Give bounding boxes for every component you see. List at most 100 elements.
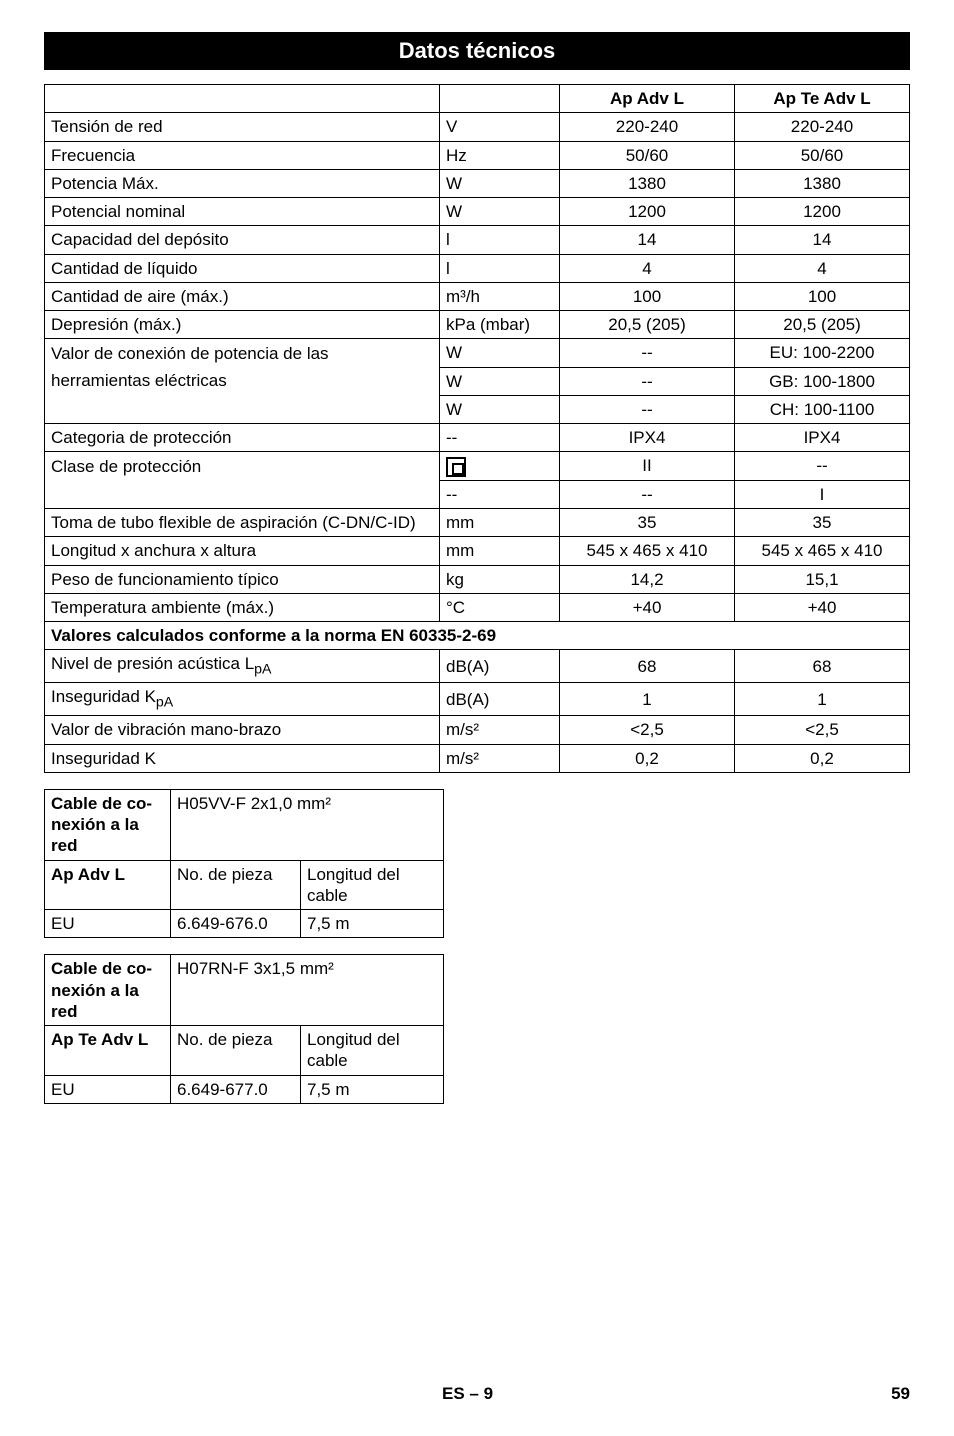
row-unit: W — [440, 367, 560, 395]
table-row: Clase de protección II -- — [45, 452, 910, 481]
row-unit: l — [440, 254, 560, 282]
table-row: Capacidad del depósito l 14 14 — [45, 226, 910, 254]
cable-model: Ap Te Adv L — [45, 1026, 171, 1076]
row-val2: 1 — [735, 683, 910, 716]
table-header-row: Ap Adv L Ap Te Adv L — [45, 85, 910, 113]
header-col2: Ap Te Adv L — [735, 85, 910, 113]
row-val2: 35 — [735, 509, 910, 537]
table-row: Temperatura ambiente (máx.) °C +40 +40 — [45, 593, 910, 621]
row-val1: 100 — [560, 282, 735, 310]
row-unit: mm — [440, 509, 560, 537]
cable-part: 6.649-676.0 — [171, 910, 301, 938]
row-val1: 1200 — [560, 198, 735, 226]
row-label: Potencial nominal — [45, 198, 440, 226]
table-row: EU 6.649-677.0 7,5 m — [45, 1075, 444, 1103]
row-val1: -- — [560, 480, 735, 508]
table-row: Valor de vibración mano-brazo m/s² <2,5 … — [45, 716, 910, 744]
row-label: Valor de vibración mano-brazo — [45, 716, 440, 744]
row-unit: W — [440, 169, 560, 197]
cable-model: Ap Adv L — [45, 860, 171, 910]
row-val1: 545 x 465 x 410 — [560, 537, 735, 565]
header-blank2 — [440, 85, 560, 113]
cable-head-spec: H05VV-F 2x1,0 mm² — [171, 789, 444, 860]
row-val2: IPX4 — [735, 424, 910, 452]
cable-col2: Longitud del cable — [301, 860, 444, 910]
cable-region: EU — [45, 910, 171, 938]
cable-head-spec: H07RN-F 3x1,5 mm² — [171, 955, 444, 1026]
row-val2: 4 — [735, 254, 910, 282]
row-val2: <2,5 — [735, 716, 910, 744]
header-blank1 — [45, 85, 440, 113]
row-val2: 1200 — [735, 198, 910, 226]
header-col1: Ap Adv L — [560, 85, 735, 113]
row-val2: 1380 — [735, 169, 910, 197]
row-val1: 1380 — [560, 169, 735, 197]
row-val2: I — [735, 480, 910, 508]
row-val1: -- — [560, 339, 735, 367]
row-val2: 220-240 — [735, 113, 910, 141]
section-title: Valores calculados conforme a la norma E… — [45, 622, 910, 650]
row-val1: 220-240 — [560, 113, 735, 141]
table-row: Toma de tubo flexible de aspiración (C-D… — [45, 509, 910, 537]
row-unit: l — [440, 226, 560, 254]
row-unit: dB(A) — [440, 650, 560, 683]
table-row: Categoria de protección -- IPX4 IPX4 — [45, 424, 910, 452]
table-row: Inseguridad KpA dB(A) 1 1 — [45, 683, 910, 716]
row-val2: EU: 100-2200 — [735, 339, 910, 367]
footer-center: ES – 9 — [442, 1384, 493, 1404]
cable-part: 6.649-677.0 — [171, 1075, 301, 1103]
row-val2: 0,2 — [735, 744, 910, 772]
table-row: Peso de funcionamiento típico kg 14,2 15… — [45, 565, 910, 593]
row-val1: 35 — [560, 509, 735, 537]
table-row: Frecuencia Hz 50/60 50/60 — [45, 141, 910, 169]
table-row: Depresión (máx.) kPa (mbar) 20,5 (205) 2… — [45, 311, 910, 339]
cable-col1: No. de pieza — [171, 1026, 301, 1076]
row-val2: 14 — [735, 226, 910, 254]
row-unit: °C — [440, 593, 560, 621]
cable-len: 7,5 m — [301, 910, 444, 938]
table-row: EU 6.649-676.0 7,5 m — [45, 910, 444, 938]
row-val1: 50/60 — [560, 141, 735, 169]
row-unit: W — [440, 198, 560, 226]
row-unit: m/s² — [440, 744, 560, 772]
row-val2: 50/60 — [735, 141, 910, 169]
cable-col1: No. de pieza — [171, 860, 301, 910]
row-val1: 14 — [560, 226, 735, 254]
row-label: Frecuencia — [45, 141, 440, 169]
row-unit: m³/h — [440, 282, 560, 310]
row-unit: Hz — [440, 141, 560, 169]
row-val2: 68 — [735, 650, 910, 683]
row-val1: 4 — [560, 254, 735, 282]
row-label: Capacidad del depósito — [45, 226, 440, 254]
row-val1: IPX4 — [560, 424, 735, 452]
row-unit: W — [440, 395, 560, 423]
row-unit: kg — [440, 565, 560, 593]
table-row: Potencial nominal W 1200 1200 — [45, 198, 910, 226]
cable-len: 7,5 m — [301, 1075, 444, 1103]
row-val2: -- — [735, 452, 910, 481]
table-row: Ap Te Adv L No. de pieza Longitud del ca… — [45, 1026, 444, 1076]
class2-icon — [440, 452, 560, 481]
row-val1: 68 — [560, 650, 735, 683]
row-val1: +40 — [560, 593, 735, 621]
row-val1: 14,2 — [560, 565, 735, 593]
row-val2: GB: 100-1800 — [735, 367, 910, 395]
footer-page-number: 59 — [891, 1384, 910, 1404]
row-val1: -- — [560, 367, 735, 395]
row-val2: 15,1 — [735, 565, 910, 593]
row-label: Depresión (máx.) — [45, 311, 440, 339]
table-section-header: Valores calculados conforme a la norma E… — [45, 622, 910, 650]
table-row: Potencia Máx. W 1380 1380 — [45, 169, 910, 197]
row-label — [45, 480, 440, 508]
row-val1: II — [560, 452, 735, 481]
row-label: Inseguridad KpA — [45, 683, 440, 716]
table-row: Valor de conexión de potencia de las W -… — [45, 339, 910, 367]
row-label: Potencia Máx. — [45, 169, 440, 197]
table-row: Cable de co­nexión a la red H07RN-F 3x1,… — [45, 955, 444, 1026]
row-val2: 100 — [735, 282, 910, 310]
row-unit: W — [440, 339, 560, 367]
table-row: Inseguridad K m/s² 0,2 0,2 — [45, 744, 910, 772]
row-label: Temperatura ambiente (máx.) — [45, 593, 440, 621]
row-label: Categoria de protección — [45, 424, 440, 452]
table-row: Ap Adv L No. de pieza Longitud del cable — [45, 860, 444, 910]
